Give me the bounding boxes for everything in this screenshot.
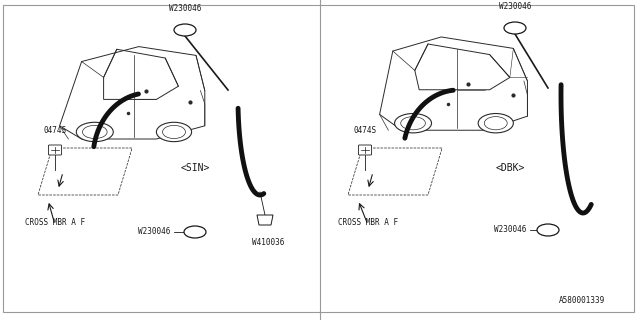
Ellipse shape [394,114,431,133]
Ellipse shape [184,226,206,238]
Text: <SIN>: <SIN> [180,163,210,173]
Ellipse shape [174,24,196,36]
Text: W230046: W230046 [493,226,526,235]
Text: W230046: W230046 [138,228,170,236]
Text: 0474S: 0474S [44,126,67,135]
Text: <DBK>: <DBK> [495,163,525,173]
Ellipse shape [156,122,191,142]
Text: CROSS MBR A F: CROSS MBR A F [338,218,398,227]
Text: W230046: W230046 [499,2,531,11]
Text: W410036: W410036 [252,238,284,247]
Text: A580001339: A580001339 [559,296,605,305]
Polygon shape [257,215,273,225]
FancyBboxPatch shape [358,145,372,155]
Text: CROSS MBR A F: CROSS MBR A F [25,218,85,227]
Ellipse shape [504,22,526,34]
Text: 0474S: 0474S [353,126,376,135]
Text: W230046: W230046 [169,4,201,13]
Ellipse shape [76,122,113,142]
FancyBboxPatch shape [49,145,61,155]
Ellipse shape [478,114,513,133]
Ellipse shape [537,224,559,236]
